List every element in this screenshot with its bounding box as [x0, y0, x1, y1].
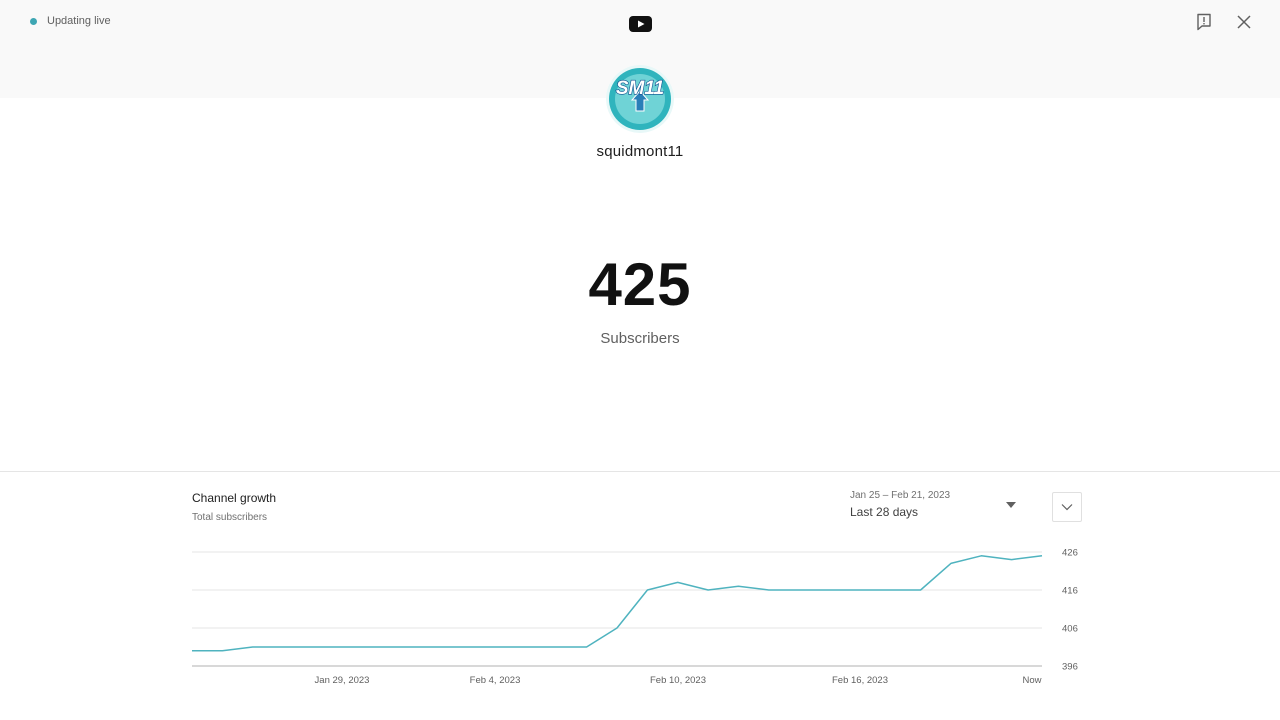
y-tick-label: 396: [1062, 662, 1078, 673]
date-range-dates[interactable]: Jan 25 – Feb 21, 2023: [850, 490, 951, 501]
report-flag-icon[interactable]: [1194, 12, 1214, 32]
y-tick-label: 416: [1062, 586, 1078, 597]
live-dot-icon: [30, 17, 37, 25]
y-tick-label: 426: [1062, 548, 1078, 559]
growth-title: Channel growth: [192, 491, 277, 505]
subscriber-count: 425: [588, 251, 692, 318]
channel-growth-chart: 426 416 406 396 Jan 29, 2023 Feb 4, 2023 Feb 1…: [192, 548, 1078, 686]
y-tick-label: 406: [1062, 624, 1078, 635]
growth-subtitle: Total subscribers: [192, 512, 268, 523]
x-tick-label: Jan 29, 2023: [315, 675, 370, 686]
x-tick-label: Now: [1022, 675, 1041, 686]
date-range-selector[interactable]: Last 28 days: [850, 505, 919, 519]
youtube-logo-icon: [629, 16, 652, 32]
x-tick-label: Feb 10, 2023: [650, 675, 706, 686]
x-tick-label: Feb 16, 2023: [832, 675, 888, 686]
channel-name: squidmont11: [596, 143, 684, 160]
subscribers-series-line: [192, 555, 1043, 652]
live-status-label: Updating live: [47, 15, 111, 27]
section-divider: [0, 471, 1280, 472]
close-icon[interactable]: [1234, 12, 1254, 32]
caret-down-icon[interactable]: [1005, 501, 1017, 509]
avatar-logo-text: SM11: [616, 78, 664, 99]
subscriber-label: Subscribers: [600, 330, 680, 347]
chevron-down-icon: [1061, 504, 1073, 511]
x-tick-label: Feb 4, 2023: [470, 675, 521, 686]
avatar: SM11: [606, 65, 674, 133]
live-status: Updating live: [30, 15, 111, 27]
expand-button[interactable]: [1052, 492, 1082, 522]
